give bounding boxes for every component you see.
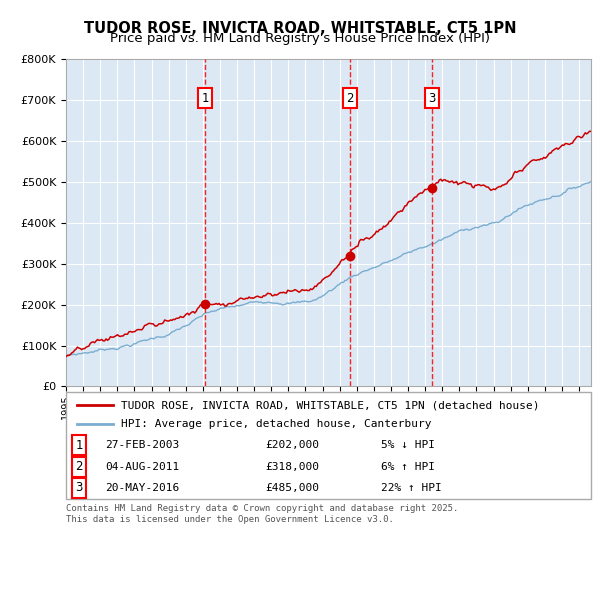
Text: TUDOR ROSE, INVICTA ROAD, WHITSTABLE, CT5 1PN (detached house): TUDOR ROSE, INVICTA ROAD, WHITSTABLE, CT… <box>121 400 539 410</box>
Text: 04-AUG-2011: 04-AUG-2011 <box>106 462 179 471</box>
Text: 1: 1 <box>76 439 83 452</box>
Text: 6% ↑ HPI: 6% ↑ HPI <box>381 462 435 471</box>
Text: HPI: Average price, detached house, Canterbury: HPI: Average price, detached house, Cant… <box>121 419 431 429</box>
Text: 27-FEB-2003: 27-FEB-2003 <box>106 441 179 450</box>
Text: 3: 3 <box>428 92 436 105</box>
Text: Price paid vs. HM Land Registry's House Price Index (HPI): Price paid vs. HM Land Registry's House … <box>110 32 490 45</box>
Text: 2: 2 <box>76 460 83 473</box>
FancyBboxPatch shape <box>66 392 591 499</box>
Text: 3: 3 <box>76 481 83 494</box>
Text: £202,000: £202,000 <box>265 441 320 450</box>
Text: £318,000: £318,000 <box>265 462 320 471</box>
Text: 22% ↑ HPI: 22% ↑ HPI <box>381 483 442 493</box>
Text: £485,000: £485,000 <box>265 483 320 493</box>
Text: TUDOR ROSE, INVICTA ROAD, WHITSTABLE, CT5 1PN: TUDOR ROSE, INVICTA ROAD, WHITSTABLE, CT… <box>84 21 516 35</box>
Text: Contains HM Land Registry data © Crown copyright and database right 2025.
This d: Contains HM Land Registry data © Crown c… <box>66 504 458 524</box>
Text: 1: 1 <box>202 92 209 105</box>
Text: 20-MAY-2016: 20-MAY-2016 <box>106 483 179 493</box>
Text: 5% ↓ HPI: 5% ↓ HPI <box>381 441 435 450</box>
Text: 2: 2 <box>346 92 353 105</box>
